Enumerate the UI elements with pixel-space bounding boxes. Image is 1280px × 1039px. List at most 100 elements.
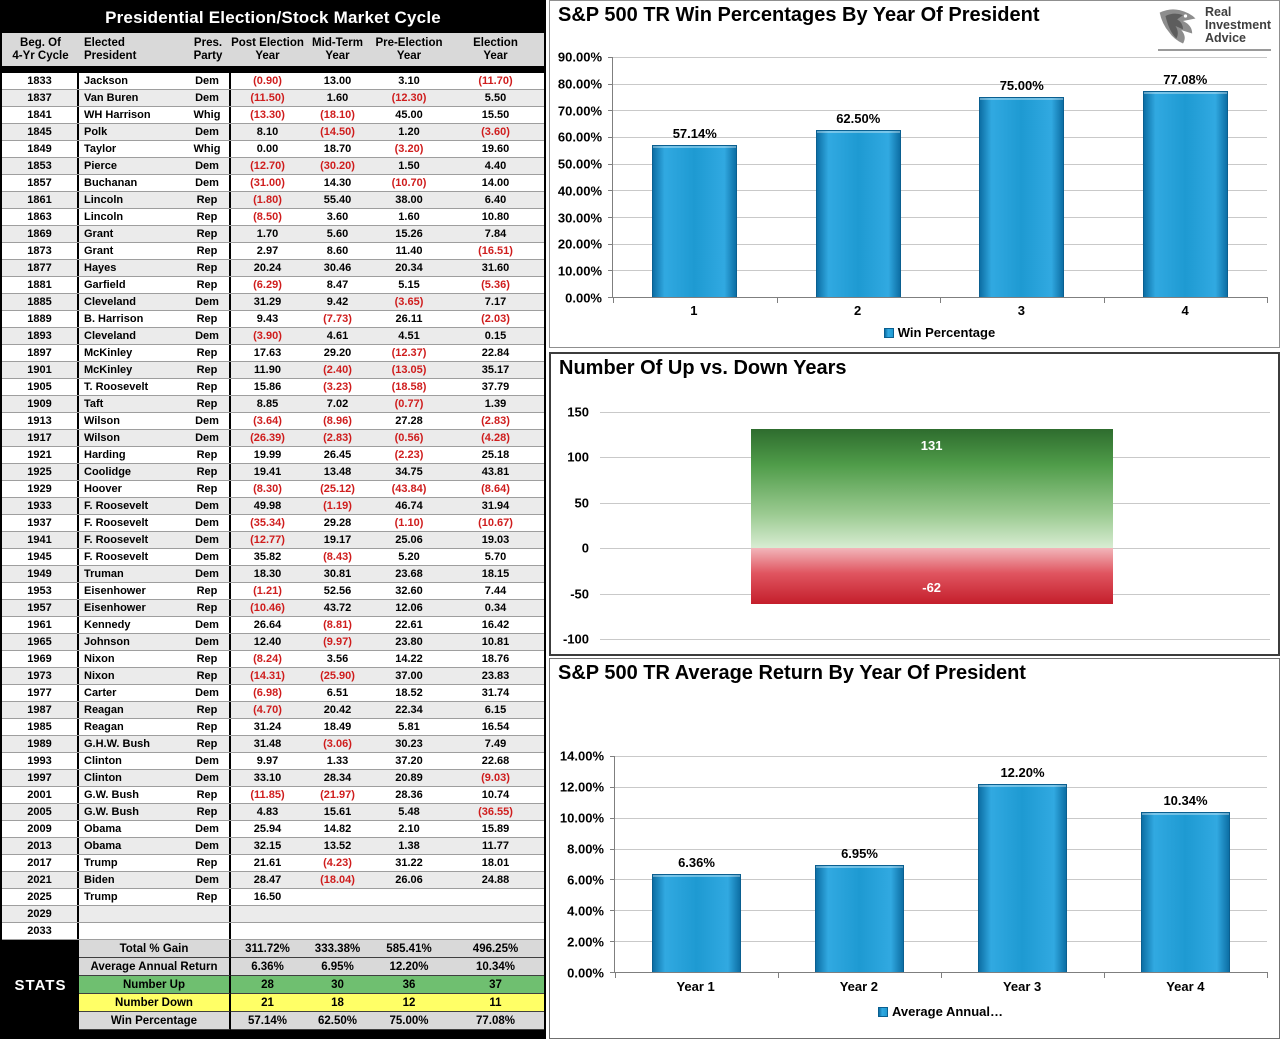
logo-line: Real — [1205, 5, 1232, 19]
y-tick-label: 50.00% — [557, 156, 602, 172]
election-year-cell: 18.76 — [481, 653, 510, 665]
pre-election-year-cell: (2.23) — [394, 449, 424, 461]
mid-term-year-cell: 13.52 — [323, 840, 352, 852]
x-category-label: 2 — [854, 303, 862, 318]
up-years-bar — [750, 429, 1113, 549]
president-cell: T. Roosevelt — [84, 381, 149, 393]
mid-term-year-cell: 13.48 — [323, 466, 352, 478]
president-cell: WH Harrison — [84, 109, 151, 121]
pre-election-year-cell: 14.22 — [395, 653, 423, 665]
pre-election-year-cell: (0.56) — [394, 432, 424, 444]
pre-election-year-cell: 1.38 — [398, 840, 420, 852]
year-cell: 1901 — [2, 362, 79, 378]
pre-election-year-cell: 31.22 — [395, 857, 423, 869]
table-row: 1925 Coolidge Rep 19.41 13.48 34.75 43.81 — [2, 464, 544, 481]
mid-term-year-cell: (21.97) — [320, 789, 355, 801]
post-election-year-cell: (12.70) — [250, 160, 285, 172]
x-category-label: 1 — [690, 303, 698, 318]
post-election-year-cell: (6.98) — [253, 687, 282, 699]
president-cell: Obama — [84, 823, 122, 835]
y-tick-mark — [608, 110, 613, 112]
header-cycle: Beg. Of 4-Yr Cycle — [2, 33, 79, 66]
pre-election-year-cell: 20.34 — [395, 262, 423, 274]
stat-label-cell: Number Up — [79, 976, 231, 994]
gridline — [615, 941, 1267, 943]
table-row: 1863 Lincoln Rep (8.50) 3.60 1.60 10.80 — [2, 209, 544, 226]
pre-election-year-cell: 30.23 — [395, 738, 423, 750]
election-year-cell: (3.60) — [481, 126, 510, 138]
table-row: 2005 G.W. Bush Rep 4.83 15.61 5.48 (36.55) — [2, 804, 544, 821]
mid-term-year-cell: 1.33 — [326, 755, 349, 767]
header-separator — [2, 66, 544, 73]
president-cell: Lincoln — [84, 211, 124, 223]
table-row: 2001 G.W. Bush Rep (11.85) (21.97) 28.36 10.74 — [2, 787, 544, 804]
y-tick-mark — [610, 817, 615, 819]
y-tick-mark — [608, 83, 613, 85]
table-row: 1953 Eisenhower Rep (1.21) 52.56 32.60 7.44 — [2, 583, 544, 600]
mid-term-year-cell: (8.43) — [323, 551, 352, 563]
table-row: 1917 Wilson Dem (26.39) (2.83) (0.56) (4.28) — [2, 430, 544, 447]
y-tick-mark — [608, 243, 613, 245]
president-cell: Lincoln — [84, 194, 124, 206]
legend-label: Average Annual… — [891, 1004, 1003, 1019]
election-year-cell: 31.74 — [481, 687, 510, 699]
ria-logo: Real Investment Advice — [1158, 6, 1271, 51]
bar — [652, 144, 738, 297]
party-cell: Rep — [185, 719, 231, 735]
pre-election-year-cell: 37.00 — [395, 670, 423, 682]
table-row: 2025 Trump Rep 16.50 — [2, 889, 544, 906]
chart-legend: Win Percentage — [612, 325, 1267, 340]
election-year-cell: (4.28) — [481, 432, 510, 444]
pre-election-year-cell: 26.06 — [395, 874, 423, 886]
y-tick-mark — [608, 57, 613, 58]
year-cell: 1945 — [2, 549, 79, 565]
party-cell: Rep — [185, 379, 231, 395]
year-cell: 1833 — [2, 73, 79, 89]
table-row: 1913 Wilson Dem (3.64) (8.96) 27.28 (2.83) — [2, 413, 544, 430]
mid-term-year-cell: 18.49 — [323, 721, 352, 733]
table-row: 1909 Taft Rep 8.85 7.02 (0.77) 1.39 — [2, 396, 544, 413]
header-line: Year — [255, 49, 280, 62]
post-election-year-cell: 0.00 — [256, 143, 279, 155]
table-row: 1969 Nixon Rep (8.24) 3.56 14.22 18.76 — [2, 651, 544, 668]
party-cell: Dem — [185, 328, 231, 344]
party-cell: Dem — [185, 430, 231, 446]
party-cell: Rep — [185, 396, 231, 412]
pre-election-year-cell — [371, 889, 447, 905]
party-cell: Rep — [185, 736, 231, 752]
president-cell: Eisenhower — [84, 585, 146, 597]
party-cell: Rep — [185, 209, 231, 225]
table-row: 1987 Reagan Rep (4.70) 20.42 22.34 6.15 — [2, 702, 544, 719]
plot-area: 57.14% 62.50% 75.00% 77.08% — [608, 57, 1268, 303]
year-cell: 2029 — [2, 906, 79, 922]
table-row: 1937 F. Roosevelt Dem (35.34) 29.28 (1.10) (10… — [2, 515, 544, 532]
party-cell: Dem — [185, 821, 231, 837]
president-cell: Trump — [84, 891, 118, 903]
x-tick-mark — [613, 297, 614, 303]
mid-term-year-cell: 4.61 — [326, 330, 349, 342]
header-line: Election — [473, 36, 518, 49]
president-cell: Grant — [84, 245, 114, 257]
stat-label-cell: Average Annual Return — [79, 958, 231, 976]
post-election-year-cell: (10.46) — [250, 602, 285, 614]
party-cell — [185, 923, 231, 939]
party-cell: Dem — [185, 498, 231, 514]
party-cell: Dem — [185, 617, 231, 633]
stat-value-cell: 62.50% — [304, 1012, 371, 1030]
election-year-cell: 10.81 — [481, 636, 510, 648]
gridline — [613, 83, 1267, 85]
x-tick-mark — [1103, 297, 1105, 303]
chart-title: Number Of Up vs. Down Years — [559, 357, 847, 379]
year-cell: 1861 — [2, 192, 79, 208]
mid-term-year-cell: 20.42 — [323, 704, 352, 716]
post-election-year-cell: 31.29 — [253, 296, 282, 308]
stat-value-cell: 333.38% — [304, 940, 371, 958]
mid-term-year-cell: (1.19) — [323, 500, 352, 512]
pre-election-year-cell: 5.81 — [398, 721, 420, 733]
year-cell: 1885 — [2, 294, 79, 310]
bar-value-label: 10.34% — [1163, 793, 1208, 809]
election-year-cell: 14.00 — [481, 177, 510, 189]
year-cell: 1893 — [2, 328, 79, 344]
stat-value-cell: 18 — [304, 994, 371, 1012]
election-year-cell: 37.79 — [481, 381, 510, 393]
